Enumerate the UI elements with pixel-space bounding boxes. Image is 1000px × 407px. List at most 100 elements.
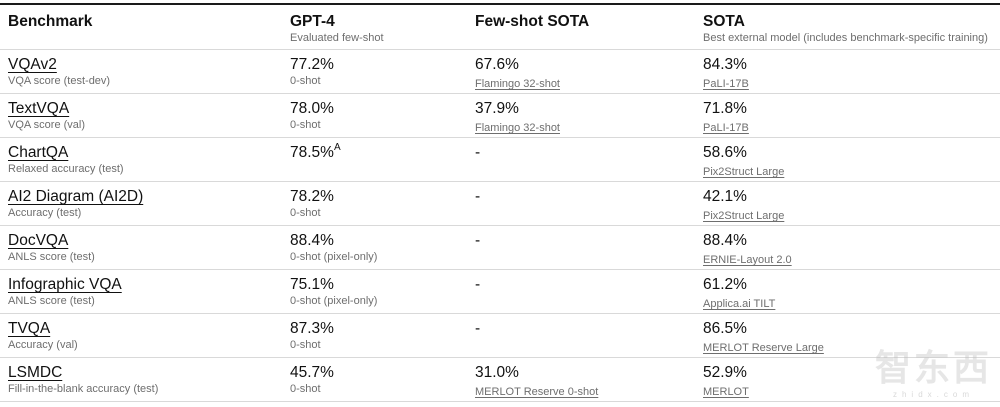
header-cell-fewshot-sota: Few-shot SOTA	[475, 5, 703, 49]
sota-cell: 58.6% Pix2Struct Large	[703, 138, 1000, 181]
sota-model-link[interactable]: MERLOT	[703, 386, 749, 398]
value-text: 61.2%	[703, 276, 747, 293]
table-row-vqav2: VQAv2 VQA score (test-dev) 77.2% 0-shot …	[0, 50, 1000, 94]
gpt4-cell: 78.5%A	[290, 138, 475, 181]
sota-value: 52.9%	[703, 363, 1000, 382]
header-cell-gpt4: GPT-4 Evaluated few-shot	[290, 5, 475, 49]
sota-model-link[interactable]: ERNIE-Layout 2.0	[703, 254, 792, 266]
value-text: 42.1%	[703, 188, 747, 205]
table-row-infographic-vqa: Infographic VQA ANLS score (test) 75.1% …	[0, 270, 1000, 314]
fewshot-sota-value: -	[475, 275, 703, 294]
value-text: 75.1%	[290, 276, 334, 293]
table-row-tvqa: TVQA Accuracy (val) 87.3% 0-shot - 86.5%…	[0, 314, 1000, 358]
value-text: 88.4%	[703, 232, 747, 249]
benchmark-metric: VQA score (val)	[8, 119, 86, 131]
benchmark-cell: TextVQA VQA score (val)	[0, 94, 290, 137]
sota-cell: 52.9% MERLOT	[703, 358, 1000, 401]
sota-value: 71.8%	[703, 99, 1000, 118]
gpt4-value: 77.2%	[290, 55, 475, 74]
fewshot-sota-value: -	[475, 231, 703, 250]
benchmark-link[interactable]: VQAv2	[8, 56, 57, 73]
benchmark-cell: AI2 Diagram (AI2D) Accuracy (test)	[0, 182, 290, 225]
gpt4-value: 78.5%A	[290, 142, 475, 162]
gpt4-note: 0-shot (pixel-only)	[290, 295, 378, 307]
gpt4-value: 78.0%	[290, 99, 475, 118]
value-text: 58.6%	[703, 144, 747, 161]
value-text: 84.3%	[703, 56, 747, 73]
table-row-lsmdc: LSMDC Fill-in-the-blank accuracy (test) …	[0, 358, 1000, 402]
benchmark-link[interactable]: TVQA	[8, 320, 51, 337]
column-subtitle-sota: Best external model (includes benchmark-…	[703, 32, 988, 44]
benchmark-cell: VQAv2 VQA score (test-dev)	[0, 50, 290, 93]
sota-cell: 71.8% PaLI-17B	[703, 94, 1000, 137]
fewshot-model-link[interactable]: Flamingo 32-shot	[475, 78, 560, 90]
fewshot-sota-cell: -	[475, 314, 703, 357]
benchmark-link[interactable]: DocVQA	[8, 232, 69, 249]
gpt4-cell: 87.3% 0-shot	[290, 314, 475, 357]
value-text: -	[475, 276, 481, 293]
benchmark-metric: Relaxed accuracy (test)	[8, 163, 124, 175]
sota-model-link[interactable]: Pix2Struct Large	[703, 210, 785, 222]
fewshot-sota-value: 31.0%	[475, 363, 703, 382]
gpt4-note: 0-shot	[290, 207, 321, 219]
benchmark-cell: Infographic VQA ANLS score (test)	[0, 270, 290, 313]
benchmark-cell: DocVQA ANLS score (test)	[0, 226, 290, 269]
benchmark-link[interactable]: TextVQA	[8, 100, 70, 117]
fewshot-model-link[interactable]: MERLOT Reserve 0-shot	[475, 386, 599, 398]
value-text: 37.9%	[475, 100, 519, 117]
benchmark-cell: LSMDC Fill-in-the-blank accuracy (test)	[0, 358, 290, 401]
fewshot-sota-cell: 31.0% MERLOT Reserve 0-shot	[475, 358, 703, 401]
gpt4-value: 45.7%	[290, 363, 475, 382]
benchmark-metric: ANLS score (test)	[8, 295, 95, 307]
fewshot-sota-cell: -	[475, 226, 703, 269]
sota-model-link[interactable]: PaLI-17B	[703, 122, 749, 134]
header-cell-sota: SOTA Best external model (includes bench…	[703, 5, 1000, 49]
value-text: 86.5%	[703, 320, 747, 337]
benchmark-link[interactable]: ChartQA	[8, 144, 69, 161]
header-cell-benchmark: Benchmark	[0, 5, 290, 49]
table-row-docvqa: DocVQA ANLS score (test) 88.4% 0-shot (p…	[0, 226, 1000, 270]
gpt4-note: 0-shot	[290, 339, 321, 351]
column-subtitle-gpt4: Evaluated few-shot	[290, 32, 384, 44]
sota-model-link[interactable]: PaLI-17B	[703, 78, 749, 90]
sota-model-link[interactable]: Applica.ai TILT	[703, 298, 776, 310]
fewshot-sota-cell: 67.6% Flamingo 32-shot	[475, 50, 703, 93]
benchmark-cell: TVQA Accuracy (val)	[0, 314, 290, 357]
value-text: 52.9%	[703, 364, 747, 381]
fewshot-sota-value: 37.9%	[475, 99, 703, 118]
sota-value: 42.1%	[703, 187, 1000, 206]
benchmark-link[interactable]: Infographic VQA	[8, 276, 122, 293]
fewshot-model-link[interactable]: Flamingo 32-shot	[475, 122, 560, 134]
benchmark-metric: Fill-in-the-blank accuracy (test)	[8, 383, 159, 395]
benchmark-link[interactable]: LSMDC	[8, 364, 63, 381]
sota-cell: 86.5% MERLOT Reserve Large	[703, 314, 1000, 357]
benchmark-metric: Accuracy (test)	[8, 207, 82, 219]
value-text: -	[475, 232, 481, 249]
value-text: 88.4%	[290, 232, 334, 249]
fewshot-sota-cell: -	[475, 138, 703, 181]
value-text: 71.8%	[703, 100, 747, 117]
table-header-row: Benchmark GPT-4 Evaluated few-shot Few-s…	[0, 5, 1000, 50]
benchmark-metric: VQA score (test-dev)	[8, 75, 111, 87]
sota-value: 58.6%	[703, 143, 1000, 162]
sota-cell: 88.4% ERNIE-Layout 2.0	[703, 226, 1000, 269]
value-text: 87.3%	[290, 320, 334, 337]
gpt4-cell: 78.0% 0-shot	[290, 94, 475, 137]
sota-model-link[interactable]: MERLOT Reserve Large	[703, 342, 824, 354]
value-text: 77.2%	[290, 56, 334, 73]
fewshot-sota-value: -	[475, 143, 703, 162]
sota-cell: 42.1% Pix2Struct Large	[703, 182, 1000, 225]
column-label-fewshot-sota: Few-shot SOTA	[475, 13, 590, 30]
gpt4-value: 78.2%	[290, 187, 475, 206]
benchmark-cell: ChartQA Relaxed accuracy (test)	[0, 138, 290, 181]
sota-model-link[interactable]: Pix2Struct Large	[703, 166, 785, 178]
sota-value: 88.4%	[703, 231, 1000, 250]
benchmark-link[interactable]: AI2 Diagram (AI2D)	[8, 188, 144, 205]
value-text: 78.0%	[290, 100, 334, 117]
column-label-gpt4: GPT-4	[290, 13, 335, 30]
value-text: 45.7%	[290, 364, 334, 381]
benchmark-metric: Accuracy (val)	[8, 339, 78, 351]
value-text: 31.0%	[475, 364, 519, 381]
fewshot-sota-cell: -	[475, 270, 703, 313]
value-text: 78.5%	[290, 144, 334, 161]
